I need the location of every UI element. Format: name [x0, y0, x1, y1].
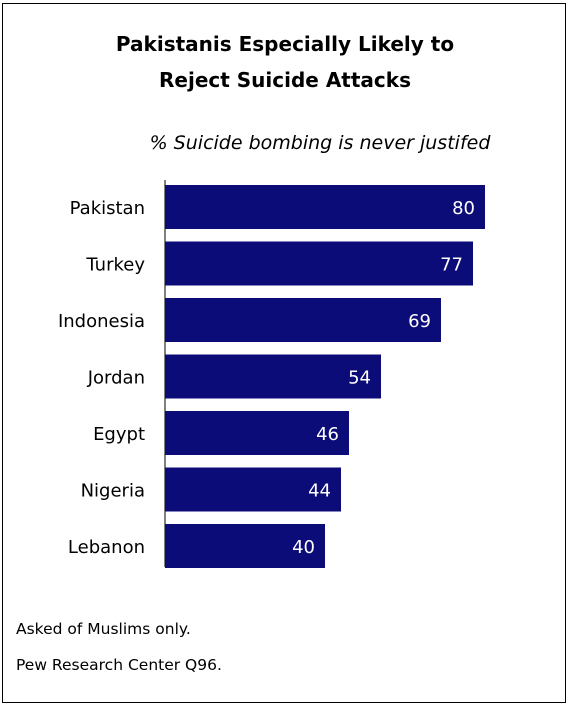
bar-pakistan	[165, 185, 485, 229]
category-label-egypt: Egypt	[93, 424, 145, 445]
bar-egypt	[165, 411, 349, 455]
chart-title-line-2: Reject Suicide Attacks	[159, 68, 411, 92]
category-label-pakistan: Pakistan	[70, 198, 145, 219]
value-label-egypt: 46	[316, 424, 339, 445]
category-label-turkey: Turkey	[85, 255, 145, 276]
category-label-lebanon: Lebanon	[68, 537, 145, 558]
chart-subtitle: % Suicide bombing is never justifed	[149, 132, 491, 154]
bar-nigeria	[165, 467, 341, 512]
chart-title-line-1: Pakistanis Especially Likely to	[115, 32, 455, 56]
value-label-lebanon: 40	[292, 537, 315, 558]
value-label-nigeria: 44	[308, 481, 331, 502]
category-label-indonesia: Indonesia	[58, 311, 145, 332]
value-label-pakistan: 80	[452, 198, 475, 219]
category-label-nigeria: Nigeria	[81, 481, 145, 502]
bar-lebanon	[165, 524, 325, 568]
note-source: Pew Research Center Q96.	[16, 656, 222, 674]
bar-jordan	[165, 354, 381, 399]
value-label-turkey: 77	[440, 255, 463, 276]
bar-indonesia	[165, 298, 441, 342]
bar-turkey	[165, 241, 473, 286]
bars-group: Pakistan 80 Turkey 77 Indonesia 69 Jordan 54 Egy…	[58, 185, 485, 568]
category-label-jordan: Jordan	[87, 368, 145, 389]
chart-title: Pakistanis Especially Likely to Reject S…	[0, 26, 570, 98]
value-label-indonesia: 69	[408, 311, 431, 332]
note-muslims-only: Asked of Muslims only.	[16, 620, 191, 638]
value-label-jordan: 54	[348, 368, 371, 389]
